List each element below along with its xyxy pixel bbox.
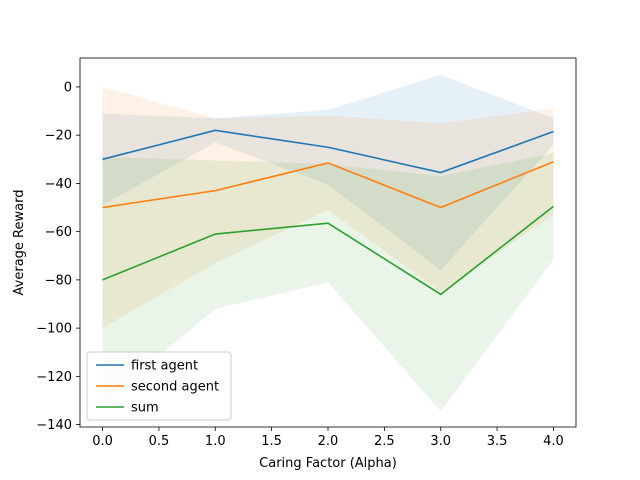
x-tick-label: 3.5 — [487, 434, 508, 449]
x-tick-label: 4.0 — [543, 434, 564, 449]
band-1 — [102, 74, 554, 271]
x-tick-label: 1.0 — [205, 434, 226, 449]
y-tick-label: 0 — [64, 80, 72, 95]
legend: first agent second agent sum — [86, 351, 232, 421]
y-tick-label: −20 — [45, 129, 72, 144]
y-axis-label: Average Reward — [12, 190, 27, 296]
x-tick-label: 3.0 — [430, 434, 451, 449]
band-3 — [102, 153, 554, 412]
x-axis-ticks: 0.0 0.5 1.0 1.5 2.0 2.5 3.0 3.5 4.0 — [92, 427, 564, 449]
x-tick-label: 0.0 — [92, 434, 113, 449]
legend-label-3: sum — [131, 401, 159, 416]
x-tick-label: 2.5 — [374, 434, 395, 449]
y-tick-label: −80 — [45, 273, 72, 288]
series-line-2 — [102, 160, 554, 209]
series-line-3 — [102, 205, 554, 296]
series-line-1 — [102, 129, 554, 174]
y-tick-label: −120 — [36, 370, 72, 385]
y-tick-label: −100 — [36, 322, 72, 337]
series-lines — [102, 129, 554, 296]
x-axis-label: Caring Factor (Alpha) — [259, 456, 397, 471]
legend-box — [86, 351, 232, 421]
x-tick-label: 0.5 — [149, 434, 170, 449]
x-tick-label: 2.0 — [318, 434, 339, 449]
band-2 — [102, 86, 554, 329]
y-tick-label: −40 — [45, 177, 72, 192]
y-tick-label: −60 — [45, 225, 72, 240]
legend-label-1: first agent — [131, 359, 198, 374]
x-tick-label: 1.5 — [261, 434, 282, 449]
confidence-bands — [102, 74, 554, 412]
legend-label-2: second agent — [131, 380, 219, 395]
y-tick-label: −140 — [36, 418, 72, 433]
y-axis-ticks: 0 −20 −40 −60 −80 −100 −120 −140 — [36, 80, 80, 433]
